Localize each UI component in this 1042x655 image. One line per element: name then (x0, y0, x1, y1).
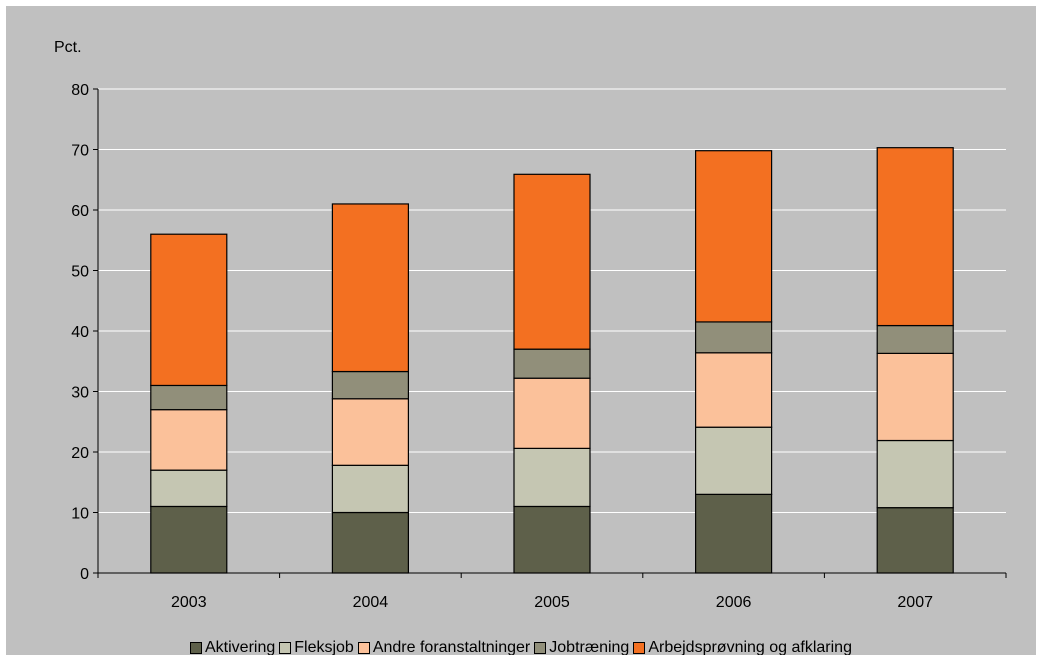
chart-area: 0 10 20 30 40 50 60 70 80 2003 2004 2005 2006 2007 Pc… (6, 6, 1036, 655)
bar-segment-fleksjob-2005 (513, 447, 591, 508)
legend-item: Fleksjob (279, 639, 354, 655)
legend-item: Arbejdsprøvning og afklaring (633, 639, 852, 655)
bar-segment-arbejdspr-vning-og-afklaring-2005 (513, 173, 591, 350)
legend-label: Fleksjob (294, 639, 354, 655)
legend-swatch (534, 642, 547, 654)
y-tick-label: 70 (71, 143, 89, 160)
bar-segment-fleksjob-2007 (876, 439, 954, 509)
legend-label: Andre foranstaltninger (372, 639, 531, 655)
x-tick-label: 2004 (353, 594, 389, 611)
bar-segment-jobtr-ning-2007 (876, 324, 954, 354)
y-tick-label: 20 (71, 445, 89, 462)
y-tick-label: 10 (71, 506, 89, 523)
legend: Aktivering Fleksjob Andre foranstaltninger… (6, 638, 1036, 655)
legend-swatch (633, 642, 646, 654)
bar-segment-aktivering-2006 (694, 493, 773, 574)
plot-area: 0 10 20 30 40 50 60 70 80 2003 2004 2005 2006 2007 (71, 82, 1007, 611)
x-tick-label: 2003 (171, 594, 207, 611)
x-tick-label: 2005 (534, 594, 570, 611)
bar-segment-jobtr-ning-2003 (150, 384, 228, 411)
bar-segment-aktivering-2003 (150, 505, 228, 574)
bar-segment-jobtr-ning-2006 (694, 321, 773, 354)
y-tick-label: 80 (71, 82, 89, 99)
bar-segment-jobtr-ning-2005 (513, 348, 591, 379)
bar-segment-andre-foranstaltninger-2005 (513, 377, 591, 449)
legend-swatch (357, 642, 370, 654)
legend-label: Jobtræning (549, 639, 630, 655)
bar-segment-arbejdspr-vning-og-afklaring-2004 (331, 203, 409, 373)
y-tick-label: 60 (71, 203, 89, 220)
bar-segment-andre-foranstaltninger-2004 (331, 398, 409, 466)
bar-segment-aktivering-2007 (876, 507, 954, 574)
bar-segment-arbejdspr-vning-og-afklaring-2006 (694, 150, 773, 323)
legend-swatch (190, 642, 202, 654)
bar-segment-andre-foranstaltninger-2006 (694, 352, 773, 428)
bar-segment-jobtr-ning-2004 (331, 370, 409, 400)
legend-item: Jobtræning (534, 639, 629, 655)
legend-label: Aktivering (205, 639, 276, 655)
legend-swatch (279, 642, 292, 654)
y-tick-label: 0 (80, 566, 89, 583)
legend-item: Aktivering (190, 639, 275, 655)
bar-segment-arbejdspr-vning-og-afklaring-2003 (150, 233, 228, 387)
bar-segment-arbejdspr-vning-og-afklaring-2007 (876, 147, 954, 327)
bar-segment-andre-foranstaltninger-2007 (876, 352, 954, 442)
bar-segment-fleksjob-2003 (150, 469, 228, 508)
x-tick-label: 2007 (897, 594, 933, 611)
bar-segment-andre-foranstaltninger-2003 (150, 409, 228, 471)
legend-label: Arbejdsprøvning og afklaring (648, 639, 852, 655)
y-tick-label: 40 (71, 324, 89, 341)
bar-segment-fleksjob-2006 (694, 426, 773, 495)
y-tick-label: 30 (71, 385, 89, 402)
y-tick-label: 50 (71, 264, 89, 281)
bar-segment-aktivering-2005 (513, 505, 591, 574)
bar-segment-aktivering-2004 (331, 511, 409, 574)
bar-segment-fleksjob-2004 (331, 464, 409, 514)
x-tick-label: 2006 (716, 594, 752, 611)
legend-item: Andre foranstaltninger (357, 639, 531, 655)
y-axis-label: Pct. (54, 39, 82, 56)
